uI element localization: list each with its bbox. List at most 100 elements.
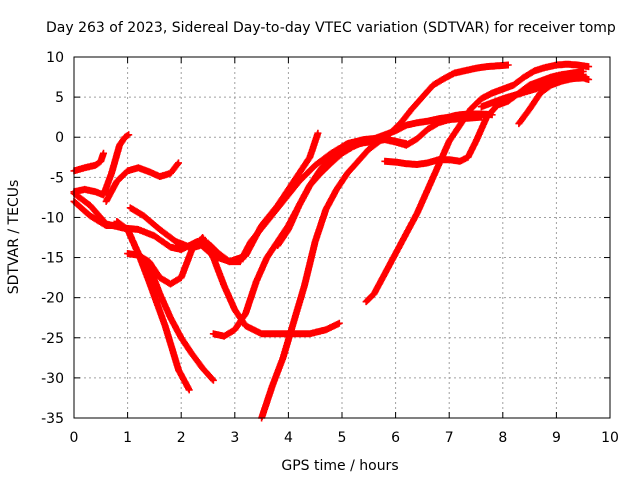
data-point bbox=[319, 172, 322, 175]
data-point bbox=[501, 97, 504, 100]
data-point bbox=[265, 220, 269, 223]
data-point bbox=[169, 316, 172, 319]
data-point bbox=[169, 282, 172, 286]
data-point bbox=[190, 246, 194, 250]
y-tick-label: -10 bbox=[41, 210, 64, 226]
data-point bbox=[346, 172, 349, 175]
data-point bbox=[448, 140, 451, 143]
data-point bbox=[415, 212, 419, 215]
data-point bbox=[137, 228, 140, 231]
data-point bbox=[351, 145, 354, 149]
data-point bbox=[437, 117, 440, 120]
y-tick-label: -30 bbox=[41, 371, 64, 387]
data-point bbox=[158, 175, 161, 178]
data-point bbox=[137, 166, 140, 169]
data-point bbox=[453, 71, 456, 75]
data-point bbox=[480, 105, 483, 108]
data-point bbox=[549, 83, 553, 87]
data-point bbox=[217, 252, 220, 255]
data-point bbox=[340, 152, 344, 155]
grid bbox=[74, 57, 610, 418]
series-marks bbox=[515, 74, 593, 128]
y-axis-title: SDTVAR / TECUs bbox=[6, 180, 22, 295]
data-point bbox=[364, 300, 368, 303]
data-point bbox=[126, 228, 129, 231]
data-point bbox=[314, 240, 317, 243]
data-point bbox=[147, 170, 151, 173]
series-12 bbox=[362, 60, 593, 306]
data-point bbox=[163, 324, 167, 327]
data-point bbox=[426, 161, 429, 165]
data-point bbox=[587, 65, 590, 68]
data-point bbox=[188, 388, 191, 392]
data-point bbox=[147, 280, 151, 283]
data-point bbox=[255, 280, 258, 283]
data-point bbox=[372, 137, 376, 141]
data-point bbox=[474, 67, 478, 70]
data-point bbox=[571, 71, 574, 75]
data-point bbox=[281, 200, 285, 203]
data-point bbox=[582, 76, 585, 80]
data-point bbox=[437, 164, 440, 167]
data-point bbox=[244, 324, 247, 327]
data-point bbox=[88, 214, 92, 218]
x-tick-label: 5 bbox=[338, 430, 347, 446]
data-point bbox=[394, 140, 397, 144]
data-point bbox=[123, 136, 127, 139]
y-tick-label: -20 bbox=[41, 291, 64, 307]
data-point bbox=[177, 368, 180, 372]
data-point bbox=[587, 78, 590, 81]
data-point bbox=[142, 214, 145, 218]
y-tick-label: 0 bbox=[55, 130, 64, 146]
axis-ticks bbox=[73, 56, 611, 419]
data-point bbox=[464, 69, 467, 72]
data-point bbox=[512, 94, 515, 97]
data-point bbox=[544, 66, 547, 69]
data-point bbox=[480, 112, 483, 116]
data-point bbox=[466, 156, 470, 159]
series-11 bbox=[274, 110, 496, 250]
data-point bbox=[565, 63, 569, 66]
data-point bbox=[335, 188, 338, 191]
data-point bbox=[83, 188, 86, 191]
data-point bbox=[94, 190, 97, 193]
data-point bbox=[405, 144, 408, 147]
data-point bbox=[129, 206, 132, 210]
y-tick-label: -35 bbox=[41, 411, 64, 427]
data-point bbox=[276, 244, 279, 247]
data-point bbox=[212, 379, 215, 382]
data-point bbox=[180, 336, 183, 339]
data-point bbox=[316, 132, 320, 135]
data-point bbox=[118, 144, 121, 147]
data-point bbox=[394, 129, 397, 133]
data-point bbox=[276, 332, 279, 335]
y-tick-label: 10 bbox=[46, 50, 64, 66]
y-tick-label: -5 bbox=[50, 170, 64, 186]
x-tick-label: 3 bbox=[230, 430, 239, 446]
data-point bbox=[372, 292, 376, 295]
data-point bbox=[238, 260, 242, 263]
data-point bbox=[249, 240, 253, 243]
data-point bbox=[297, 204, 301, 207]
data-point bbox=[115, 220, 119, 223]
data-point bbox=[410, 107, 413, 111]
data-point bbox=[330, 156, 333, 159]
data-point bbox=[399, 121, 403, 124]
x-tick-label: 0 bbox=[70, 430, 79, 446]
data-point bbox=[362, 140, 365, 144]
data-point bbox=[458, 113, 462, 116]
data-point bbox=[571, 77, 574, 80]
data-point bbox=[94, 164, 97, 167]
data-point bbox=[415, 121, 419, 124]
data-point bbox=[158, 292, 161, 295]
data-point bbox=[137, 253, 140, 257]
data-point bbox=[458, 160, 462, 163]
data-point bbox=[528, 107, 531, 111]
tick-labels: 0 1 2 3 4 5 6 7 8 9 10 10 5 0 -5 -10 -15 -20 -25 -30 -35 bbox=[41, 50, 619, 446]
data-point bbox=[539, 91, 542, 95]
data-point bbox=[265, 256, 269, 259]
x-axis-title: GPS time / hours bbox=[281, 458, 398, 474]
data-point bbox=[292, 180, 295, 183]
data-point bbox=[539, 79, 542, 83]
